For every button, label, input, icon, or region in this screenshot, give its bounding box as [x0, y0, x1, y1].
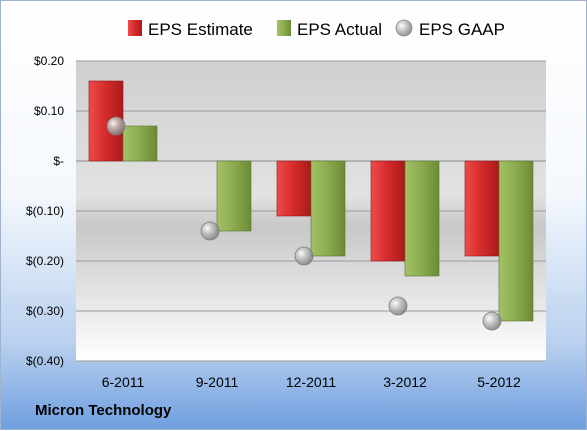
legend-estimate-swatch — [128, 20, 142, 36]
legend-gaap-swatch — [395, 19, 413, 37]
gaap-points — [106, 116, 502, 331]
eps-estimate-bar — [276, 160, 312, 217]
y-tick-label: $0.20 — [34, 54, 64, 68]
legend: EPS Estimate EPS Actual EPS GAAP — [128, 19, 505, 39]
eps-actual-bar — [310, 160, 346, 257]
eps-actual-bar — [122, 125, 158, 162]
x-category-label: 12-2011 — [286, 374, 337, 390]
x-category-label: 3-2012 — [383, 374, 427, 390]
eps-gaap-point — [200, 221, 220, 241]
eps-actual-bar — [404, 160, 440, 277]
y-tick-label: $(0.10) — [26, 204, 64, 218]
eps-gaap-point — [388, 296, 408, 316]
legend-gaap-label: EPS GAAP — [419, 20, 505, 39]
eps-gaap-point — [294, 246, 314, 266]
eps-actual-bar — [498, 160, 534, 322]
legend-actual-label: EPS Actual — [297, 20, 382, 39]
eps-gaap-point — [106, 116, 126, 136]
y-axis-tick-labels: $0.20 $0.10 $- $(0.10) $(0.20) $(0.30) $(0.40) — [26, 54, 64, 368]
legend-actual-swatch — [277, 20, 291, 36]
eps-estimate-bar — [464, 160, 500, 257]
eps-actual-bar — [216, 160, 252, 232]
eps-estimate-bar — [370, 160, 406, 262]
y-tick-label: $(0.20) — [26, 254, 64, 268]
x-category-label: 9-2011 — [196, 374, 239, 390]
eps-gaap-point — [482, 311, 502, 331]
x-category-label: 5-2012 — [477, 374, 521, 390]
x-axis-category-labels: 6-2011 9-2011 12-2011 3-2012 5-2012 — [102, 374, 521, 390]
y-tick-label: $- — [53, 154, 64, 168]
legend-estimate-label: EPS Estimate — [148, 20, 253, 39]
y-tick-label: $(0.40) — [26, 354, 64, 368]
company-name: Micron Technology — [35, 402, 172, 419]
y-tick-label: $(0.30) — [26, 304, 64, 318]
y-tick-label: $0.10 — [34, 104, 64, 118]
x-category-label: 6-2011 — [102, 374, 145, 390]
